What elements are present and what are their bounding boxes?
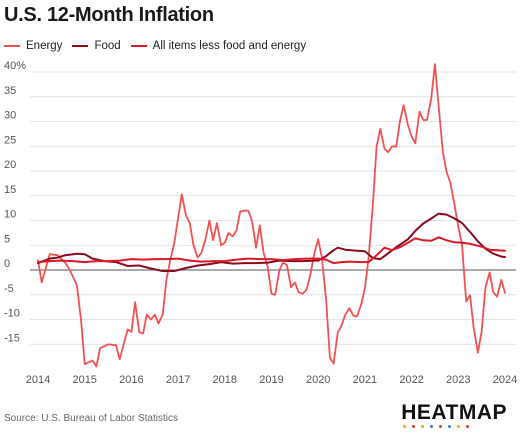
logo-dot: [403, 425, 407, 428]
x-tick-label: 2016: [119, 374, 143, 386]
y-tick-label: -10: [4, 308, 20, 320]
heatmap-logo-dots: [401, 425, 507, 428]
series-layer: [37, 63, 506, 368]
heatmap-logo: HEATMAP: [401, 402, 507, 428]
legend-item-core: All items less food and energy: [130, 40, 307, 52]
y-tick-label: 0: [4, 258, 10, 270]
x-tick-label: 2019: [259, 374, 283, 386]
chart-title: U.S. 12-Month Inflation: [4, 4, 214, 26]
y-tick-label: 30: [4, 110, 16, 122]
y-tick-label: 25: [4, 134, 16, 146]
source-note: Source: U.S. Bureau of Labor Statistics: [4, 413, 178, 424]
legend-swatch-core: [130, 45, 147, 47]
x-tick-label: 2020: [306, 374, 330, 386]
x-tick-label: 2023: [446, 374, 470, 386]
y-tick-label: 5: [4, 233, 10, 245]
x-tick-label: 2018: [213, 374, 237, 386]
legend-swatch-energy: [4, 45, 20, 47]
series-line-food: [37, 212, 506, 272]
legend-label-energy: Energy: [26, 40, 63, 52]
logo-dot: [439, 425, 443, 428]
x-tick-label: 2015: [72, 374, 96, 386]
heatmap-logo-text: HEATMAP: [401, 401, 507, 424]
x-tick-label: 2014: [26, 374, 50, 386]
y-tick-label: 20: [4, 159, 16, 171]
legend-label-food: Food: [94, 40, 121, 52]
legend-label-core: All items less food and energy: [152, 40, 307, 52]
x-tick-label: 2024: [493, 374, 517, 386]
x-tick-label: 2017: [166, 374, 190, 386]
legend-item-energy: Energy: [4, 40, 62, 52]
logo-dot: [421, 425, 425, 428]
series-line-energy: [37, 63, 506, 368]
grid-layer: [30, 71, 516, 345]
logo-dot: [412, 425, 416, 428]
logo-dot: [457, 425, 461, 428]
x-tick-label: 2022: [399, 374, 423, 386]
y-tick-label: 40%: [4, 60, 26, 72]
x-axis-ticks: 2014 2015 2016 2017 2018 2019 2020 2021 2022 2023…: [26, 374, 517, 386]
series-line-core: [37, 236, 506, 265]
logo-dot: [466, 425, 470, 428]
y-tick-label: -5: [4, 283, 14, 295]
y-tick-label: 35: [4, 85, 16, 97]
logo-dot: [430, 425, 434, 428]
legend-swatch-food: [72, 45, 89, 47]
y-tick-label: -15: [4, 332, 20, 344]
y-tick-label: 10: [4, 209, 16, 221]
chart-legend: Energy Food All items less food and ener…: [4, 40, 306, 52]
logo-dot: [448, 425, 452, 428]
x-tick-label: 2021: [353, 374, 377, 386]
legend-item-food: Food: [72, 40, 121, 52]
y-tick-label: 15: [4, 184, 16, 196]
y-axis-ticks: 40% 35 30 25 20 15 10 5 0 -5 -10 -15: [4, 60, 26, 344]
